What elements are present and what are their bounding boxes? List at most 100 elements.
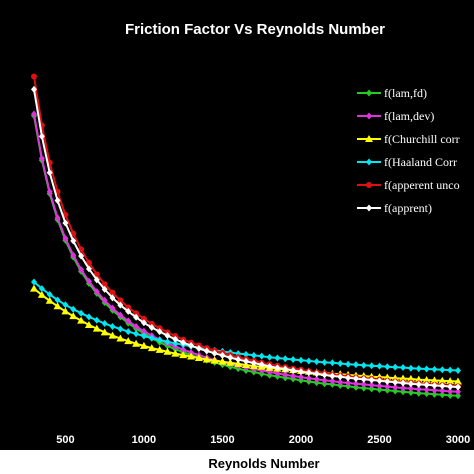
chart-title: Friction Factor Vs Reynolds Number — [125, 21, 385, 38]
data-point — [202, 355, 211, 363]
data-point — [274, 354, 281, 362]
data-point — [250, 359, 257, 367]
x-axis-ticks: 500 1000 1500 2000 2500 3000 — [56, 434, 470, 446]
data-point — [258, 352, 265, 360]
data-point — [93, 271, 100, 278]
data-point — [54, 197, 61, 205]
data-point — [415, 389, 422, 397]
data-point — [180, 346, 187, 354]
data-point — [124, 337, 133, 345]
data-point — [31, 73, 37, 80]
data-point — [423, 390, 430, 398]
data-point — [400, 388, 407, 396]
data-point — [400, 384, 407, 392]
data-point — [345, 360, 352, 368]
data-point — [78, 252, 85, 260]
data-point — [439, 387, 446, 395]
data-point — [399, 374, 408, 382]
data-point — [109, 322, 116, 330]
data-point — [407, 364, 414, 372]
data-point — [53, 302, 62, 310]
data-point — [61, 307, 70, 315]
data-point — [352, 383, 359, 391]
data-point — [227, 354, 234, 362]
data-point — [125, 304, 132, 311]
series-layer — [30, 73, 462, 400]
data-point — [117, 301, 124, 309]
data-point — [414, 375, 423, 383]
legend-entry: f(apprent) — [357, 201, 432, 215]
data-point — [297, 356, 304, 364]
data-point — [187, 352, 196, 360]
data-point — [172, 339, 179, 347]
legend-label: f(lam,dev) — [384, 109, 434, 123]
data-point — [423, 365, 430, 373]
data-point — [447, 383, 454, 391]
data-point — [78, 246, 85, 253]
data-point — [400, 379, 407, 387]
legend-swatch-marker — [366, 182, 372, 188]
data-point — [430, 376, 439, 384]
data-point — [368, 385, 375, 393]
x-tick-label: 500 — [56, 434, 74, 446]
data-point — [45, 296, 54, 304]
data-point — [282, 371, 289, 379]
data-point — [179, 351, 188, 359]
x-tick-label: 3000 — [446, 434, 470, 446]
data-point — [210, 356, 219, 364]
data-point — [62, 219, 69, 227]
data-point — [70, 305, 77, 313]
data-point — [133, 310, 140, 317]
data-point — [392, 383, 399, 391]
data-point — [54, 214, 61, 222]
data-point — [352, 361, 359, 369]
data-point — [155, 345, 164, 353]
data-point — [140, 319, 147, 327]
data-point — [234, 359, 243, 367]
data-point — [156, 336, 163, 344]
data-point — [180, 339, 187, 347]
legend-entry: f(lam,dev) — [357, 109, 434, 123]
data-point — [274, 364, 281, 372]
data-point — [376, 386, 383, 394]
data-point — [455, 383, 461, 391]
data-point — [140, 332, 147, 340]
legend-swatch-marker — [366, 112, 372, 120]
data-point — [368, 376, 375, 384]
data-point — [235, 355, 242, 363]
data-point — [455, 388, 461, 396]
legend-entry: f(apperent unco — [357, 178, 460, 192]
data-point — [93, 276, 100, 284]
data-point — [290, 372, 297, 380]
data-point — [423, 386, 430, 394]
data-point — [345, 374, 352, 382]
data-point — [69, 312, 78, 320]
data-point — [31, 85, 37, 93]
legend: f(lam,fd) f(lam,dev) f(Churchill corr f(Haa… — [357, 86, 460, 215]
data-point — [360, 380, 367, 388]
data-point — [455, 366, 461, 374]
data-point — [203, 347, 210, 355]
legend-label: f(apprent) — [384, 201, 432, 215]
series-6 — [31, 85, 461, 391]
data-point — [352, 380, 359, 388]
data-point — [376, 362, 383, 370]
data-point — [164, 332, 171, 340]
data-point — [148, 324, 155, 332]
data-point — [78, 266, 85, 274]
data-point — [62, 234, 69, 242]
data-point — [305, 357, 312, 365]
legend-entry: f(Churchill corr — [357, 132, 460, 146]
data-point — [258, 361, 265, 369]
data-point — [108, 331, 117, 339]
data-point — [54, 296, 61, 304]
data-point — [392, 387, 399, 395]
data-point — [454, 377, 462, 385]
legend-label: f(apperent unco — [384, 178, 460, 192]
x-tick-label: 1500 — [210, 434, 234, 446]
data-point — [329, 377, 336, 385]
data-point — [85, 259, 92, 266]
data-point — [407, 384, 414, 392]
data-point — [140, 315, 147, 322]
